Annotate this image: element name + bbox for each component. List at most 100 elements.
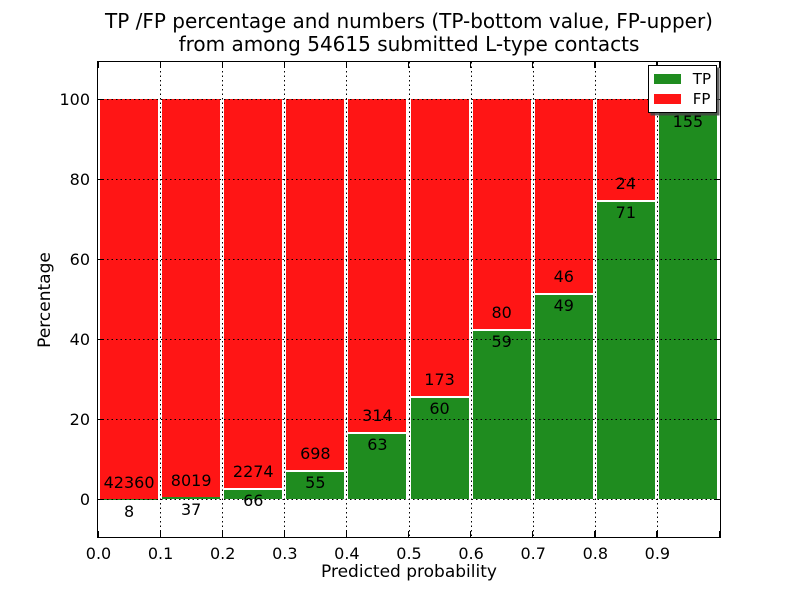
x-tick-label: 0.4 xyxy=(334,543,360,563)
legend-label-tp: TP xyxy=(692,70,711,88)
bar-fp-segment xyxy=(472,99,531,330)
x-tick xyxy=(97,62,99,68)
legend-entry-fp: FP xyxy=(653,90,711,108)
fp-count-label: 8019 xyxy=(170,471,212,491)
tp-count-label: 155 xyxy=(672,112,704,131)
legend-swatch-tp xyxy=(653,74,681,84)
v-gridline xyxy=(656,62,658,537)
tp-count-label: 66 xyxy=(243,490,264,510)
bar-tp-segment xyxy=(472,329,531,499)
bar-fp-segment xyxy=(100,99,159,499)
bar-fp-segment xyxy=(286,99,345,470)
x-tick xyxy=(594,531,596,537)
fp-count-label: 2274 xyxy=(232,461,274,481)
x-tick xyxy=(159,62,161,68)
y-tick-label: 20 xyxy=(69,409,90,429)
y-tick xyxy=(714,338,720,340)
stacked-bar xyxy=(596,99,655,499)
plot-area: 42360 8 8019 37 2274 66 698 55 314 63 173 60 80 59 46 4… xyxy=(97,61,721,538)
y-tick xyxy=(98,178,104,180)
legend-swatch-fp xyxy=(653,94,681,104)
fp-count-label: 24 xyxy=(615,174,637,194)
y-tick xyxy=(98,98,104,100)
title-line-1: TP /FP percentage and numbers (TP-bottom… xyxy=(105,9,713,33)
x-tick-label: 0.2 xyxy=(209,543,236,563)
y-tick-label: 100 xyxy=(59,89,90,109)
x-tick xyxy=(283,531,286,537)
x-tick-label: 0.0 xyxy=(85,543,112,563)
x-tick xyxy=(532,531,534,537)
x-tick xyxy=(718,531,720,537)
stacked-bar xyxy=(162,99,221,499)
fp-count-label: 80 xyxy=(491,303,512,323)
x-tick-label: 0.5 xyxy=(396,543,422,563)
tp-count-label: 8 xyxy=(123,501,135,521)
v-gridline xyxy=(532,62,534,537)
x-tick xyxy=(221,62,223,68)
v-gridline xyxy=(470,62,472,537)
bar-tp-segment xyxy=(224,487,283,499)
x-tick xyxy=(221,531,223,537)
title-line-2: from among 54615 submitted L-type contac… xyxy=(178,32,640,56)
x-tick xyxy=(408,62,410,68)
stacked-bar xyxy=(348,99,407,499)
y-tick-label: 80 xyxy=(69,169,90,189)
x-tick-label: 0.6 xyxy=(458,543,484,563)
x-tick xyxy=(97,531,99,537)
x-tick-label: 0.3 xyxy=(272,543,298,563)
x-tick-label: 0.7 xyxy=(520,543,546,563)
tp-count-label: 55 xyxy=(305,472,326,492)
bar-tp-segment xyxy=(658,109,717,499)
y-tick xyxy=(714,98,720,100)
fp-count-label: 698 xyxy=(300,443,331,463)
x-tick xyxy=(470,62,472,68)
x-tick xyxy=(470,531,472,537)
bar-tp-segment xyxy=(596,200,655,499)
bar-tp-segment xyxy=(348,432,407,499)
fp-count-label: 42360 xyxy=(103,472,155,492)
stacked-bar xyxy=(286,99,345,499)
x-tick xyxy=(345,62,348,68)
stacked-bar xyxy=(534,99,593,499)
y-tick xyxy=(714,418,720,420)
x-tick xyxy=(283,62,286,68)
bar-fp-segment xyxy=(410,99,469,396)
x-tick-label: 0.8 xyxy=(582,543,609,563)
x-axis-label: Predicted probability xyxy=(321,562,497,582)
fp-count-label: 173 xyxy=(424,370,455,389)
bar-tp-segment xyxy=(410,396,469,499)
bar-tp-segment xyxy=(286,469,345,499)
v-gridline xyxy=(160,62,162,537)
y-tick xyxy=(714,498,720,500)
tp-count-label: 49 xyxy=(553,295,574,315)
v-gridline xyxy=(222,62,224,537)
bar-fp-segment xyxy=(348,99,407,433)
x-tick-label: 0.1 xyxy=(147,543,174,563)
stacked-bar xyxy=(658,99,717,499)
tp-count-label: 71 xyxy=(615,203,637,223)
tp-count-label: 37 xyxy=(180,500,202,520)
bar-fp-segment xyxy=(224,99,283,488)
legend-entry-tp: TP xyxy=(653,70,711,88)
v-gridline xyxy=(594,62,596,537)
y-tick xyxy=(98,418,104,420)
tp-count-label: 63 xyxy=(367,435,388,455)
x-tick xyxy=(532,62,534,68)
bar-fp-segment xyxy=(596,99,655,201)
bar-fp-segment xyxy=(534,99,593,293)
x-tick xyxy=(718,62,720,68)
x-tick xyxy=(345,531,348,537)
legend-label-fp: FP xyxy=(692,90,711,108)
fp-count-label: 46 xyxy=(553,266,574,286)
chart-title: TP /FP percentage and numbers (TP-bottom… xyxy=(97,10,721,56)
y-tick xyxy=(98,338,104,340)
v-gridline xyxy=(284,62,286,537)
bar-tp-segment xyxy=(162,497,221,499)
y-tick-label: 0 xyxy=(79,489,90,509)
x-tick xyxy=(408,531,410,537)
x-tick xyxy=(159,531,161,537)
y-tick xyxy=(714,178,720,180)
bar-fp-segment xyxy=(162,99,221,498)
v-gridline xyxy=(408,62,410,537)
